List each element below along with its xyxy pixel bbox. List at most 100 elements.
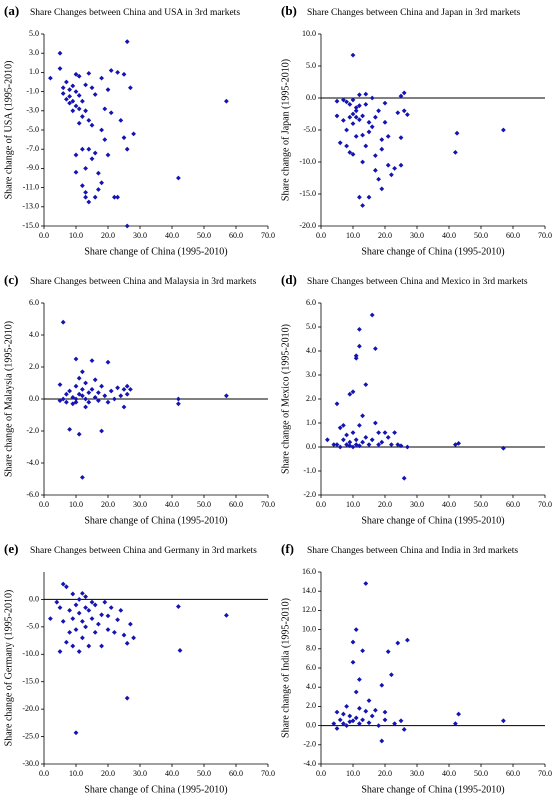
point [353,627,359,632]
point [376,442,381,447]
point [99,428,104,434]
y-tick-label: 0.0 [306,720,316,729]
point [80,98,85,104]
point [366,194,372,200]
point [389,672,394,678]
point [96,187,101,192]
point [376,176,381,182]
x-tick-label: 20.0 [101,500,115,509]
point [385,162,391,168]
point [73,730,79,736]
point [64,79,69,85]
point [80,114,85,119]
point [331,442,337,447]
point [60,91,66,96]
point [382,119,388,125]
point [398,135,404,141]
point [369,437,375,443]
point [48,75,53,81]
point [405,444,410,450]
point [405,112,410,118]
y-tick-label: -2.0 [303,740,316,749]
point [76,431,82,437]
point [83,82,88,88]
y-tick-label: -10.0 [22,649,39,658]
y-axis-label: Share change of USA (1995-2010) [3,61,14,200]
panel: (d) Share Changes between China and Mexic… [280,272,552,526]
point [89,616,95,622]
x-tick-label: 0.0 [39,500,49,509]
x-tick-label: 0.0 [39,769,49,778]
point [57,66,63,71]
point [176,175,181,181]
y-tick-label: -3.0 [26,106,39,115]
chart-title: Share Changes between China and Mexico i… [307,277,528,287]
point [80,590,85,596]
point [67,427,72,432]
x-tick-label: 10.0 [69,500,83,509]
point [363,708,369,714]
point [83,194,88,200]
point [357,117,362,123]
point [76,106,82,112]
point [353,689,359,695]
point [86,146,92,152]
point [357,343,362,349]
point [334,401,340,407]
point [124,223,130,229]
y-tick-label: 3.0 [306,370,316,379]
point [92,150,98,156]
point [64,391,69,397]
x-tick-label: 40.0 [442,231,456,240]
point [353,108,359,114]
x-tick-label: 50.0 [197,500,211,509]
point [57,649,63,654]
point [92,395,98,400]
y-tick-label: -2.0 [303,490,316,499]
point [385,134,391,139]
point [92,92,98,97]
point [124,39,130,45]
y-tick-label: 0.0 [29,594,39,603]
point [115,385,120,391]
y-tick-label: 10.0 [302,29,316,38]
y-axis-label: Share change of Mexico (1995-2010) [280,324,291,474]
point [456,711,461,717]
point [453,721,458,727]
panel: (c) Share Changes between China and Malay… [3,272,275,526]
x-axis-label: Share change of China (1995-2010) [361,246,504,257]
x-tick-label: 20.0 [378,769,392,778]
x-axis-label: Share change of China (1995-2010) [84,515,227,526]
point [73,602,79,608]
y-tick-label: 0.0 [29,394,39,403]
point [334,709,340,715]
point [389,172,394,178]
point [128,621,133,627]
point [115,70,120,75]
point [67,100,72,106]
point [366,129,372,135]
x-tick-label: 40.0 [442,769,456,778]
point [86,643,92,649]
point [337,140,343,146]
point [369,713,375,719]
point [67,388,72,394]
x-tick-label: 60.0 [229,231,243,240]
point [64,96,69,102]
y-axis-label: Share change of India (1995-2010) [280,598,291,738]
point [67,629,72,635]
y-tick-label: -7.0 [26,144,39,153]
y-tick-label: -13.0 [22,202,39,211]
y-tick-label: 8.0 [306,644,316,653]
y-tick-label: -11.0 [23,182,39,191]
x-axis-label: Share change of China (1995-2010) [84,784,227,795]
point [124,640,130,646]
x-tick-label: 70.0 [261,500,275,509]
x-axis-label: Share change of China (1995-2010) [361,515,504,526]
x-axis-label: Share change of China (1995-2010) [84,246,227,257]
point [73,396,79,402]
point [353,437,359,443]
point [347,150,353,155]
point [80,387,85,392]
point [373,420,378,426]
